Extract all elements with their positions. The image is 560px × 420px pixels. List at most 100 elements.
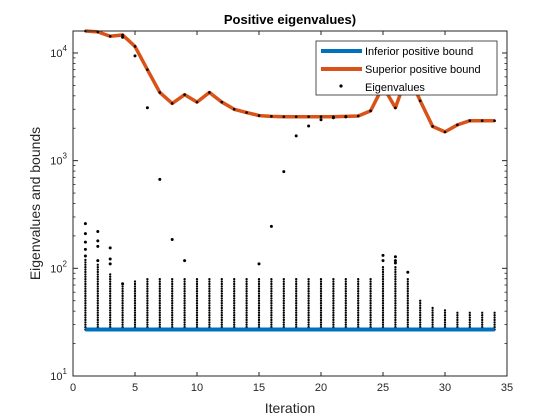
eigenvalue-point [158, 294, 161, 298]
eigenvalue-point [220, 314, 223, 317]
eigenvalue-point [282, 309, 285, 312]
eigenvalue-point [208, 311, 211, 314]
eigenvalue-point [381, 316, 385, 319]
eigenvalue-point [307, 280, 310, 283]
eigenvalue-point [245, 287, 248, 290]
eigenvalue-point [146, 292, 149, 295]
eigenvalue-point [295, 297, 298, 300]
eigenvalue-point [295, 285, 298, 288]
eigenvalue-point [431, 316, 434, 319]
eigenvalue-point [307, 292, 310, 295]
eigenvalue-point [208, 292, 211, 295]
eigenvalue-point [84, 304, 87, 307]
eigenvalue-point [282, 306, 285, 310]
eigenvalue-point [133, 323, 137, 326]
eigenvalue-point [307, 115, 310, 118]
eigenvalue-point [493, 119, 496, 122]
eigenvalue-column [357, 278, 360, 331]
eigenvalue-point [344, 294, 347, 298]
eigenvalue-point [257, 292, 261, 295]
eigenvalue-point [282, 115, 286, 118]
eigenvalue-point [257, 285, 261, 288]
eigenvalue-point [369, 294, 372, 298]
x-tick-label: 10 [191, 382, 203, 394]
eigenvalue-point [406, 302, 409, 305]
eigenvalue-point [84, 287, 87, 290]
eigenvalue-point [344, 306, 347, 310]
eigenvalue-point [158, 318, 161, 322]
eigenvalue-point [456, 318, 459, 322]
eigenvalue-point [171, 299, 174, 302]
eigenvalue-point [146, 278, 149, 281]
eigenvalue-point [133, 316, 137, 319]
eigenvalue-point [394, 306, 397, 310]
eigenvalue-point [84, 299, 87, 302]
eigenvalue-point [381, 268, 385, 271]
eigenvalue-point [394, 314, 397, 317]
eigenvalue-point [158, 323, 161, 326]
eigenvalue-point [357, 290, 360, 293]
eigenvalue-point [431, 321, 434, 324]
eigenvalue-point [406, 280, 409, 283]
eigenvalue-point [381, 270, 385, 274]
eigenvalue-point [270, 285, 273, 288]
eigenvalue-point [282, 304, 285, 307]
eigenvalue-point [394, 275, 397, 278]
eigenvalue-point [294, 115, 298, 118]
eigenvalue-point [468, 119, 472, 122]
eigenvalue-point [220, 304, 223, 307]
eigenvalue-point [171, 297, 174, 300]
eigenvalue-point [493, 311, 496, 314]
eigenvalue-point [84, 280, 87, 283]
eigenvalue-point [183, 302, 186, 305]
eigenvalue-point [357, 297, 360, 300]
eigenvalue-point [171, 282, 174, 286]
eigenvalue-point [344, 290, 347, 293]
eigenvalue-point [332, 115, 335, 118]
eigenvalue-point [332, 297, 335, 300]
eigenvalue-point [295, 302, 298, 305]
eigenvalue-point [394, 304, 397, 307]
eigenvalue-column [245, 278, 248, 331]
eigenvalue-point [183, 304, 186, 307]
eigenvalue-point [282, 170, 286, 174]
eigenvalue-point [171, 278, 174, 281]
eigenvalue-point [233, 323, 236, 326]
eigenvalue-point [394, 270, 397, 274]
eigenvalue-point [208, 297, 211, 300]
eigenvalue-point [282, 302, 285, 305]
eigenvalue-point [295, 316, 298, 319]
eigenvalue-point [381, 311, 385, 314]
eigenvalue-point [369, 287, 372, 290]
eigenvalue-point [220, 294, 223, 298]
eigenvalue-point [208, 321, 211, 324]
eigenvalue-point [369, 297, 372, 300]
eigenvalue-point [443, 316, 447, 319]
eigenvalue-point [220, 306, 223, 310]
eigenvalue-point [208, 294, 211, 298]
eigenvalue-point [270, 302, 273, 305]
eigenvalue-point [369, 290, 372, 293]
eigenvalue-point [295, 282, 298, 286]
eigenvalue-point [307, 299, 310, 302]
eigenvalue-point [394, 309, 397, 312]
eigenvalue-point [418, 99, 422, 103]
eigenvalue-point [146, 297, 149, 300]
eigenvalue-point [344, 280, 347, 283]
eigenvalue-point [307, 285, 310, 288]
eigenvalue-point [109, 299, 112, 302]
eigenvalue-point [282, 282, 285, 286]
eigenvalue-point [332, 285, 335, 288]
eigenvalue-point [146, 323, 149, 326]
eigenvalue-point [295, 306, 298, 310]
x-tick-label: 25 [377, 382, 389, 394]
eigenvalue-point [369, 318, 372, 322]
eigenvalue-point [394, 302, 397, 305]
eigenvalue-point [171, 302, 174, 305]
eigenvalue-point [158, 285, 161, 288]
eigenvalue-point [295, 278, 298, 281]
eigenvalue-point [121, 316, 124, 319]
eigenvalue-point [208, 302, 211, 305]
eigenvalue-point [183, 282, 186, 286]
eigenvalue-point [121, 299, 124, 302]
